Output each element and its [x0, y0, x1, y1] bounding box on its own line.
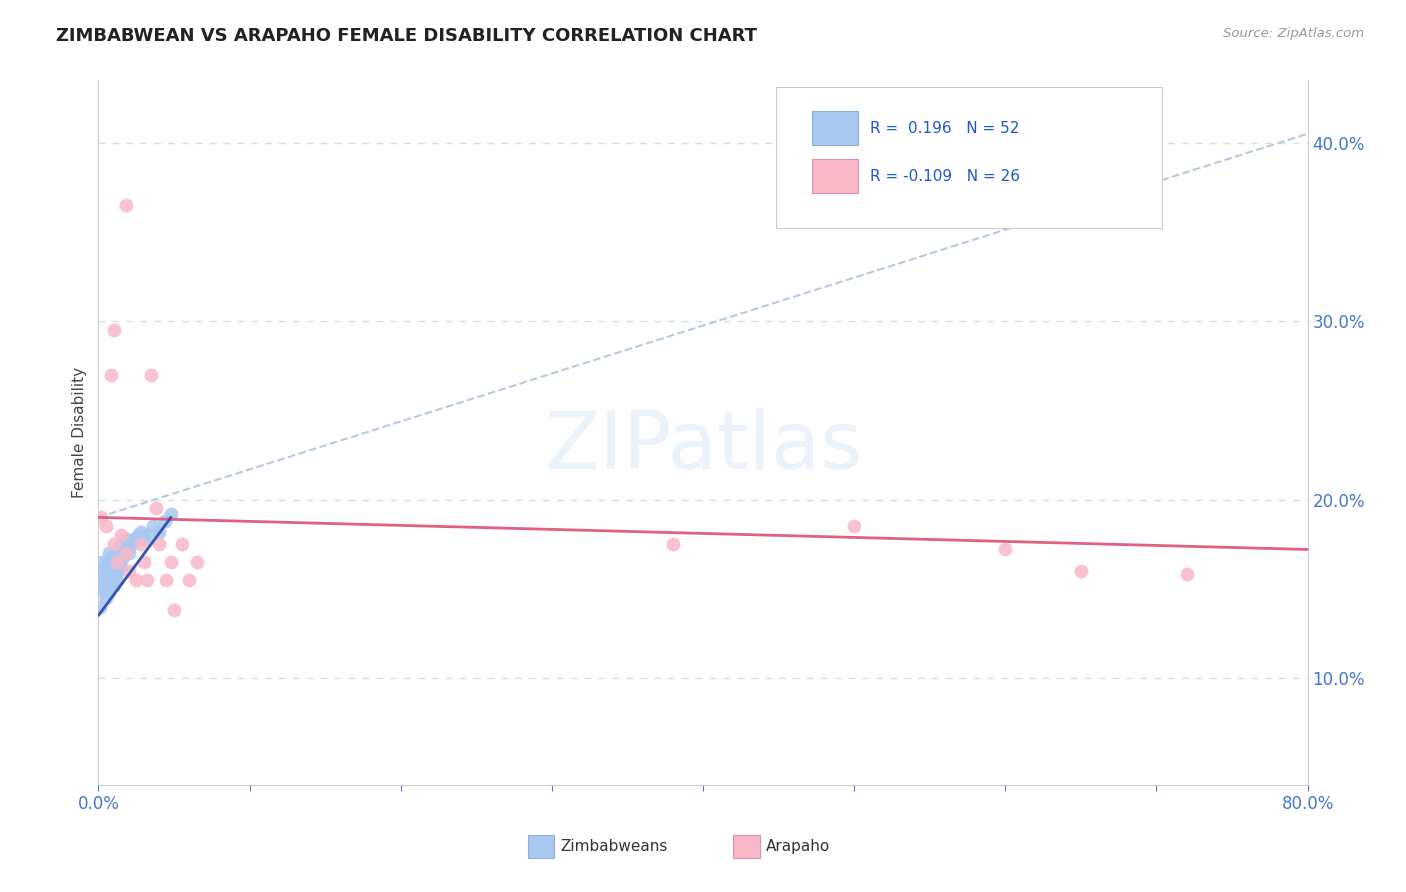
Point: [135, 573, 157, 587]
Point: [101, 573, 124, 587]
Point: [93, 573, 115, 587]
Point: [93, 560, 115, 574]
Point: [170, 537, 193, 551]
Point: [100, 555, 122, 569]
Point: [89, 599, 111, 614]
Point: [118, 564, 141, 578]
Point: [160, 555, 183, 569]
Point: [136, 528, 159, 542]
Text: ZIMBABWEAN VS ARAPAHO FEMALE DISABILITY CORRELATION CHART: ZIMBABWEAN VS ARAPAHO FEMALE DISABILITY …: [56, 27, 758, 45]
FancyBboxPatch shape: [811, 112, 858, 145]
Point: [1175, 567, 1198, 582]
FancyBboxPatch shape: [811, 159, 858, 193]
Point: [179, 573, 201, 587]
Point: [108, 555, 131, 569]
Point: [121, 537, 143, 551]
Point: [118, 546, 141, 560]
Point: [98, 585, 121, 599]
Point: [124, 532, 146, 546]
Point: [98, 560, 121, 574]
Point: [844, 519, 866, 533]
Point: [129, 537, 152, 551]
Y-axis label: Female Disability: Female Disability: [72, 367, 87, 499]
Point: [101, 564, 124, 578]
Point: [98, 546, 121, 560]
Point: [107, 564, 129, 578]
Point: [115, 532, 138, 546]
Point: [125, 573, 148, 587]
Point: [145, 501, 167, 516]
Point: [112, 542, 135, 557]
Point: [148, 524, 170, 539]
Point: [132, 532, 155, 546]
Point: [110, 560, 132, 574]
Point: [91, 582, 114, 596]
Point: [142, 519, 165, 533]
Point: [132, 555, 155, 569]
Point: [94, 519, 117, 533]
Point: [107, 542, 129, 557]
Point: [96, 567, 118, 582]
Point: [103, 537, 125, 551]
Point: [148, 537, 170, 551]
Point: [110, 528, 132, 542]
Point: [104, 573, 127, 587]
Point: [90, 555, 112, 569]
Point: [93, 585, 115, 599]
Point: [90, 510, 112, 524]
Point: [100, 368, 122, 382]
Text: R = -0.109   N = 26: R = -0.109 N = 26: [870, 169, 1019, 184]
Point: [103, 578, 125, 592]
Point: [1070, 564, 1092, 578]
Point: [94, 573, 117, 587]
Text: R =  0.196   N = 52: R = 0.196 N = 52: [870, 120, 1019, 136]
Point: [94, 591, 117, 605]
Point: [129, 524, 152, 539]
Point: [103, 567, 125, 582]
Point: [96, 582, 118, 596]
Point: [96, 555, 118, 569]
Point: [105, 573, 128, 587]
FancyBboxPatch shape: [527, 835, 554, 857]
Point: [101, 549, 124, 564]
Text: Arapaho: Arapaho: [766, 838, 830, 854]
Point: [114, 537, 136, 551]
Text: Zimbabweans: Zimbabweans: [561, 838, 668, 854]
Point: [100, 567, 122, 582]
Point: [104, 555, 127, 569]
Point: [163, 603, 186, 617]
FancyBboxPatch shape: [734, 835, 759, 857]
Point: [98, 573, 121, 587]
Point: [111, 549, 134, 564]
Point: [105, 555, 128, 569]
Point: [100, 578, 122, 592]
FancyBboxPatch shape: [776, 87, 1163, 228]
Point: [90, 573, 112, 587]
Text: Source: ZipAtlas.com: Source: ZipAtlas.com: [1223, 27, 1364, 40]
Text: ZIPatlas: ZIPatlas: [544, 408, 862, 486]
Point: [91, 564, 114, 578]
Point: [141, 368, 163, 382]
Point: [105, 549, 128, 564]
Point: [103, 549, 125, 564]
Point: [661, 537, 683, 551]
Point: [110, 537, 132, 551]
Point: [160, 507, 183, 521]
Point: [114, 546, 136, 560]
Point: [103, 323, 125, 337]
Point: [186, 555, 208, 569]
Point: [114, 198, 136, 212]
Point: [994, 542, 1017, 557]
Point: [153, 514, 176, 528]
Point: [94, 578, 117, 592]
Point: [127, 528, 149, 542]
Point: [155, 573, 177, 587]
Point: [94, 564, 117, 578]
